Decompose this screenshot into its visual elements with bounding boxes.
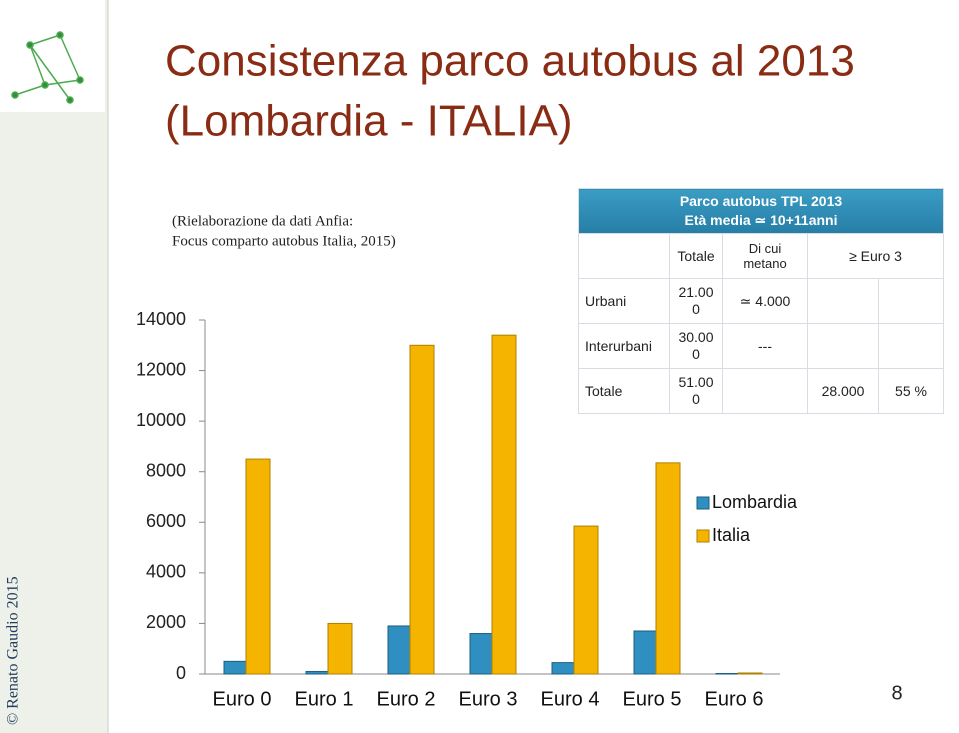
cell: ≃ 4.000	[722, 278, 808, 324]
page-number: 8	[891, 682, 902, 704]
cell: 30.000	[669, 323, 723, 369]
x-tick-label: Euro 4	[541, 688, 600, 710]
cell: 21.000	[669, 278, 723, 324]
cell: ---	[722, 323, 808, 369]
bar	[327, 622, 353, 675]
table-header: Parco autobus TPL 2013 Età media ≃ 10+11a…	[578, 188, 944, 234]
bar	[305, 670, 329, 675]
x-tick-label: Euro 2	[377, 688, 436, 710]
legend-label: Lombardia	[712, 492, 798, 512]
legend-key	[696, 529, 710, 543]
table-subtitle: Età media ≃ 10+11anni	[684, 212, 838, 228]
bar	[245, 458, 271, 675]
copyright: © Renato Gaudio 2015	[5, 576, 22, 725]
cell	[807, 278, 879, 324]
cell: 51.000	[669, 368, 723, 414]
column-header: Di cui metano	[722, 233, 808, 279]
bar	[387, 625, 411, 675]
side-band	[0, 0, 108, 733]
row-label: Totale	[578, 368, 670, 414]
bar	[715, 672, 739, 675]
bar	[223, 660, 247, 675]
x-tick-label: Euro 1	[295, 688, 354, 710]
y-tick-label: 10000	[136, 410, 186, 430]
legend-label: Italia	[712, 525, 751, 545]
logo	[11, 31, 84, 104]
bar	[573, 525, 599, 675]
row-label: Urbani	[578, 278, 670, 324]
y-tick-label: 14000	[136, 309, 186, 329]
row-label: Interurbani	[578, 323, 670, 369]
bar	[737, 672, 763, 675]
bar	[633, 630, 657, 675]
source-note: (Rielaborazione da dati Anfia:	[172, 213, 353, 229]
bar	[469, 633, 493, 675]
cell	[807, 323, 879, 369]
source-note: Focus comparto autobus Italia, 2015)	[172, 233, 396, 249]
x-tick-label: Euro 5	[623, 688, 682, 710]
y-tick-label: 6000	[146, 511, 186, 531]
bar	[655, 462, 681, 675]
cell	[722, 368, 808, 414]
y-tick-label: 12000	[136, 359, 186, 379]
cell	[578, 233, 670, 279]
bar	[409, 344, 435, 675]
y-tick-label: 8000	[146, 460, 186, 480]
bar	[551, 662, 575, 675]
column-header: ≥ Euro 3	[807, 233, 944, 279]
legend-key	[696, 496, 710, 510]
x-tick-label: Euro 3	[459, 688, 518, 710]
bar	[491, 334, 517, 675]
cell	[878, 323, 944, 369]
y-tick-label: 4000	[146, 562, 186, 582]
x-tick-label: Euro 6	[705, 688, 764, 710]
y-tick-label: 0	[176, 663, 186, 683]
table: Parco autobus TPL 2013 Età media ≃ 10+11a…	[578, 188, 944, 414]
y-tick-label: 2000	[146, 612, 186, 632]
cell: 55 %	[878, 368, 944, 414]
x-tick-label: Euro 0	[213, 688, 272, 710]
title: Consistenza parco autobus al 2013	[165, 37, 855, 86]
column-header: Totale	[669, 233, 723, 279]
title: (Lombardia - ITALIA)	[165, 97, 573, 146]
cell: 28.000	[807, 368, 879, 414]
table-title: Parco autobus TPL 2013	[679, 193, 843, 209]
cell	[878, 278, 944, 324]
